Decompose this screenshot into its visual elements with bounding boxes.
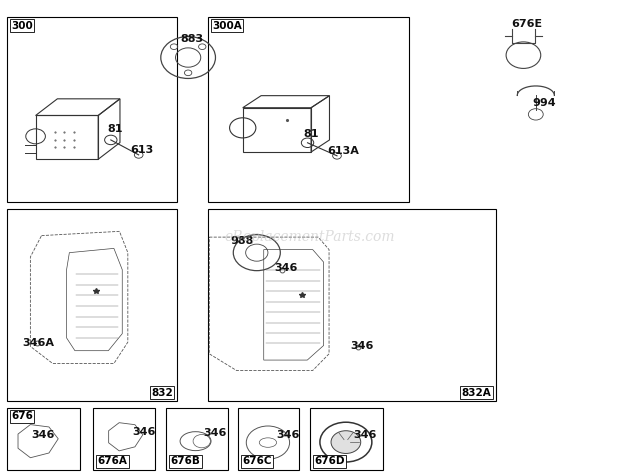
Bar [237, 408, 299, 470]
Text: 300: 300 [11, 20, 33, 30]
Text: 346: 346 [353, 430, 377, 440]
Bar [310, 408, 383, 470]
Bar [208, 17, 409, 202]
Text: 676: 676 [11, 411, 33, 421]
Bar [167, 408, 228, 470]
Bar [7, 209, 177, 401]
Text: 346: 346 [275, 263, 298, 273]
Circle shape [331, 431, 361, 454]
Text: 832A: 832A [461, 388, 491, 398]
Text: 988: 988 [231, 236, 254, 247]
Bar [7, 17, 177, 202]
Text: 346: 346 [276, 430, 299, 440]
Text: 883: 883 [180, 34, 203, 44]
Text: 676A: 676A [98, 456, 128, 466]
Text: 346A: 346A [22, 338, 55, 348]
Bar [208, 209, 495, 401]
Bar [7, 408, 80, 470]
Text: 676E: 676E [511, 19, 542, 29]
Text: eReplacementParts.com: eReplacementParts.com [224, 230, 396, 245]
Text: 994: 994 [533, 97, 556, 107]
Text: 300A: 300A [212, 20, 242, 30]
Text: 676B: 676B [171, 456, 201, 466]
Text: 676D: 676D [314, 456, 345, 466]
Bar [94, 408, 156, 470]
Text: 346: 346 [350, 342, 374, 352]
Text: 676C: 676C [242, 456, 272, 466]
Text: 613: 613 [131, 145, 154, 155]
Text: 81: 81 [107, 124, 123, 133]
Text: 832: 832 [151, 388, 172, 398]
Text: 81: 81 [304, 129, 319, 139]
Text: 346: 346 [203, 428, 226, 437]
Text: 613A: 613A [327, 146, 359, 156]
Text: 346: 346 [32, 430, 55, 440]
Text: 346: 346 [132, 427, 155, 437]
